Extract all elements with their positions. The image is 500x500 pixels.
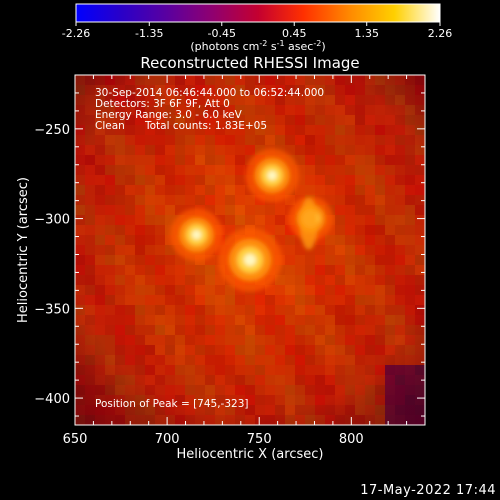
info-total-counts: Total counts: 1.83E+05: [144, 120, 267, 132]
footer-timestamp: 17-May-2022 17:44: [360, 483, 496, 498]
y-tick-label: −300: [34, 213, 70, 228]
colorbar: -2.26 -1.35 -0.45 0.45 1.35 2.26 (photons cm-…: [62, 3, 452, 53]
plot-frame: [74, 74, 426, 426]
colorbar-tick-label: 0.45: [282, 27, 307, 40]
colorbar-fill: [75, 3, 441, 23]
colorbar-ticks: -2.26 -1.35 -0.45 0.45 1.35 2.26: [62, 22, 452, 40]
x-tick-label: 700: [155, 432, 180, 447]
y-tick-label: −350: [34, 302, 70, 317]
y-axis-label: Heliocentric Y (arcsec): [16, 177, 31, 323]
x-tick-label: 750: [247, 432, 272, 447]
colorbar-tick-label: -1.35: [135, 27, 163, 40]
colorbar-unit-label: (photons cm-2 s-1 asec-2): [190, 39, 325, 53]
colorbar-tick-label: 1.35: [354, 27, 379, 40]
info-time-range: 30-Sep-2014 06:46:44.000 to 06:52:44.000: [95, 87, 324, 99]
colorbar-tick-label: 2.26: [428, 27, 453, 40]
colorbar-tick-label: -0.45: [208, 27, 236, 40]
plot-area: 650 700 750 800 −250 −300 −350 −400: [34, 74, 426, 447]
y-tick-label: −400: [34, 392, 70, 407]
chart-title: Reconstructed RHESSI Image: [140, 54, 359, 72]
y-tick-label: −250: [34, 123, 70, 138]
colorbar-tick-label: -2.26: [62, 27, 90, 40]
info-energy-range: Energy Range: 3.0 - 6.0 keV: [95, 109, 243, 121]
info-detectors: Detectors: 3F 6F 9F, Att 0: [95, 98, 230, 110]
info-annotation: 30-Sep-2014 06:46:44.000 to 06:52:44.000…: [95, 87, 324, 410]
x-axis-label: Heliocentric X (arcsec): [177, 447, 324, 462]
x-tick-label: 650: [63, 432, 88, 447]
info-peak-position: Position of Peak = [745,-323]: [95, 398, 249, 410]
x-tick-label: 800: [339, 432, 364, 447]
plot-vignette: [75, 75, 425, 425]
axis-ticks: 650 700 750 800 −250 −300 −350 −400: [34, 74, 426, 447]
info-clean: Clean: [95, 120, 125, 132]
